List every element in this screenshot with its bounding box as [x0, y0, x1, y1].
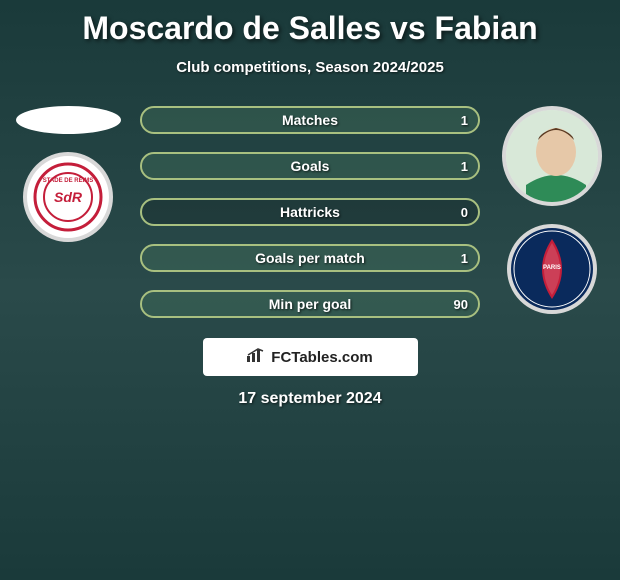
brand-badge: FCTables.com	[203, 338, 418, 376]
stat-label: Goals per match	[255, 250, 365, 266]
stat-label: Hattricks	[280, 204, 340, 220]
stat-row: Goals per match 1	[140, 244, 480, 272]
stat-value-right: 90	[454, 297, 468, 312]
svg-text:SdR: SdR	[54, 189, 83, 205]
comparison-content: STADE DE REIMS SdR PARIS Matches 1 Goals 1 H…	[0, 106, 620, 408]
svg-text:PARIS: PARIS	[543, 265, 561, 271]
left-player-column: STADE DE REIMS SdR	[8, 106, 128, 242]
stats-list: Matches 1 Goals 1 Hattricks 0 Goals per match 1…	[140, 106, 480, 318]
footer-date: 17 september 2024	[0, 390, 620, 408]
stat-row: Matches 1	[140, 106, 480, 134]
stat-label: Goals	[291, 158, 330, 174]
right-player-avatar	[502, 106, 602, 206]
stat-value-right: 1	[461, 159, 468, 174]
brand-text: FCTables.com	[271, 349, 372, 366]
subtitle: Club competitions, Season 2024/2025	[0, 59, 620, 76]
stat-value-right: 1	[461, 113, 468, 128]
stat-label: Matches	[282, 112, 338, 128]
stat-row: Min per goal 90	[140, 290, 480, 318]
page-title: Moscardo de Salles vs Fabian	[0, 0, 620, 47]
stat-label: Min per goal	[269, 296, 351, 312]
right-club-badge: PARIS	[507, 224, 597, 314]
chart-icon	[247, 348, 265, 366]
stat-row: Hattricks 0	[140, 198, 480, 226]
stat-row: Goals 1	[140, 152, 480, 180]
right-player-column: PARIS	[492, 106, 612, 314]
svg-text:STADE DE REIMS: STADE DE REIMS	[43, 178, 94, 184]
left-player-avatar-placeholder	[16, 106, 121, 134]
stat-value-right: 0	[461, 205, 468, 220]
left-club-badge: STADE DE REIMS SdR	[23, 152, 113, 242]
stat-value-right: 1	[461, 251, 468, 266]
